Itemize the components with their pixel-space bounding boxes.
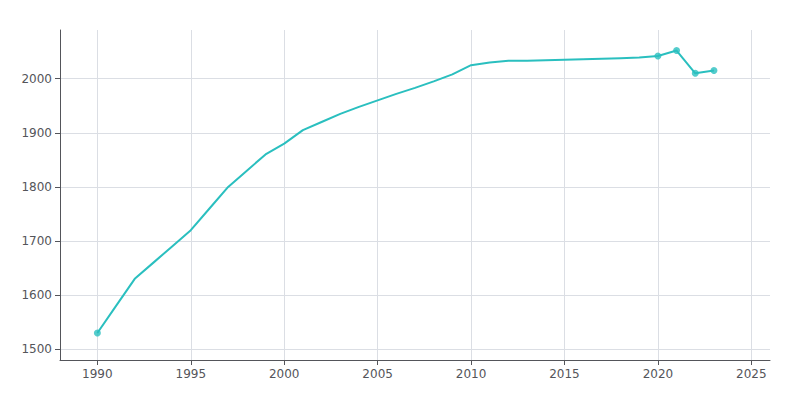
svg-text:2000: 2000 xyxy=(269,367,300,381)
svg-text:1990: 1990 xyxy=(82,367,113,381)
svg-text:2025: 2025 xyxy=(736,367,767,381)
svg-text:1700: 1700 xyxy=(21,234,52,248)
svg-text:2000: 2000 xyxy=(21,72,52,86)
svg-text:2005: 2005 xyxy=(362,367,393,381)
svg-text:1900: 1900 xyxy=(21,126,52,140)
svg-text:1600: 1600 xyxy=(21,288,52,302)
svg-text:1500: 1500 xyxy=(21,342,52,356)
svg-text:1800: 1800 xyxy=(21,180,52,194)
svg-text:1995: 1995 xyxy=(176,367,207,381)
svg-text:2015: 2015 xyxy=(549,367,580,381)
svg-text:2010: 2010 xyxy=(456,367,487,381)
svg-text:2020: 2020 xyxy=(643,367,674,381)
